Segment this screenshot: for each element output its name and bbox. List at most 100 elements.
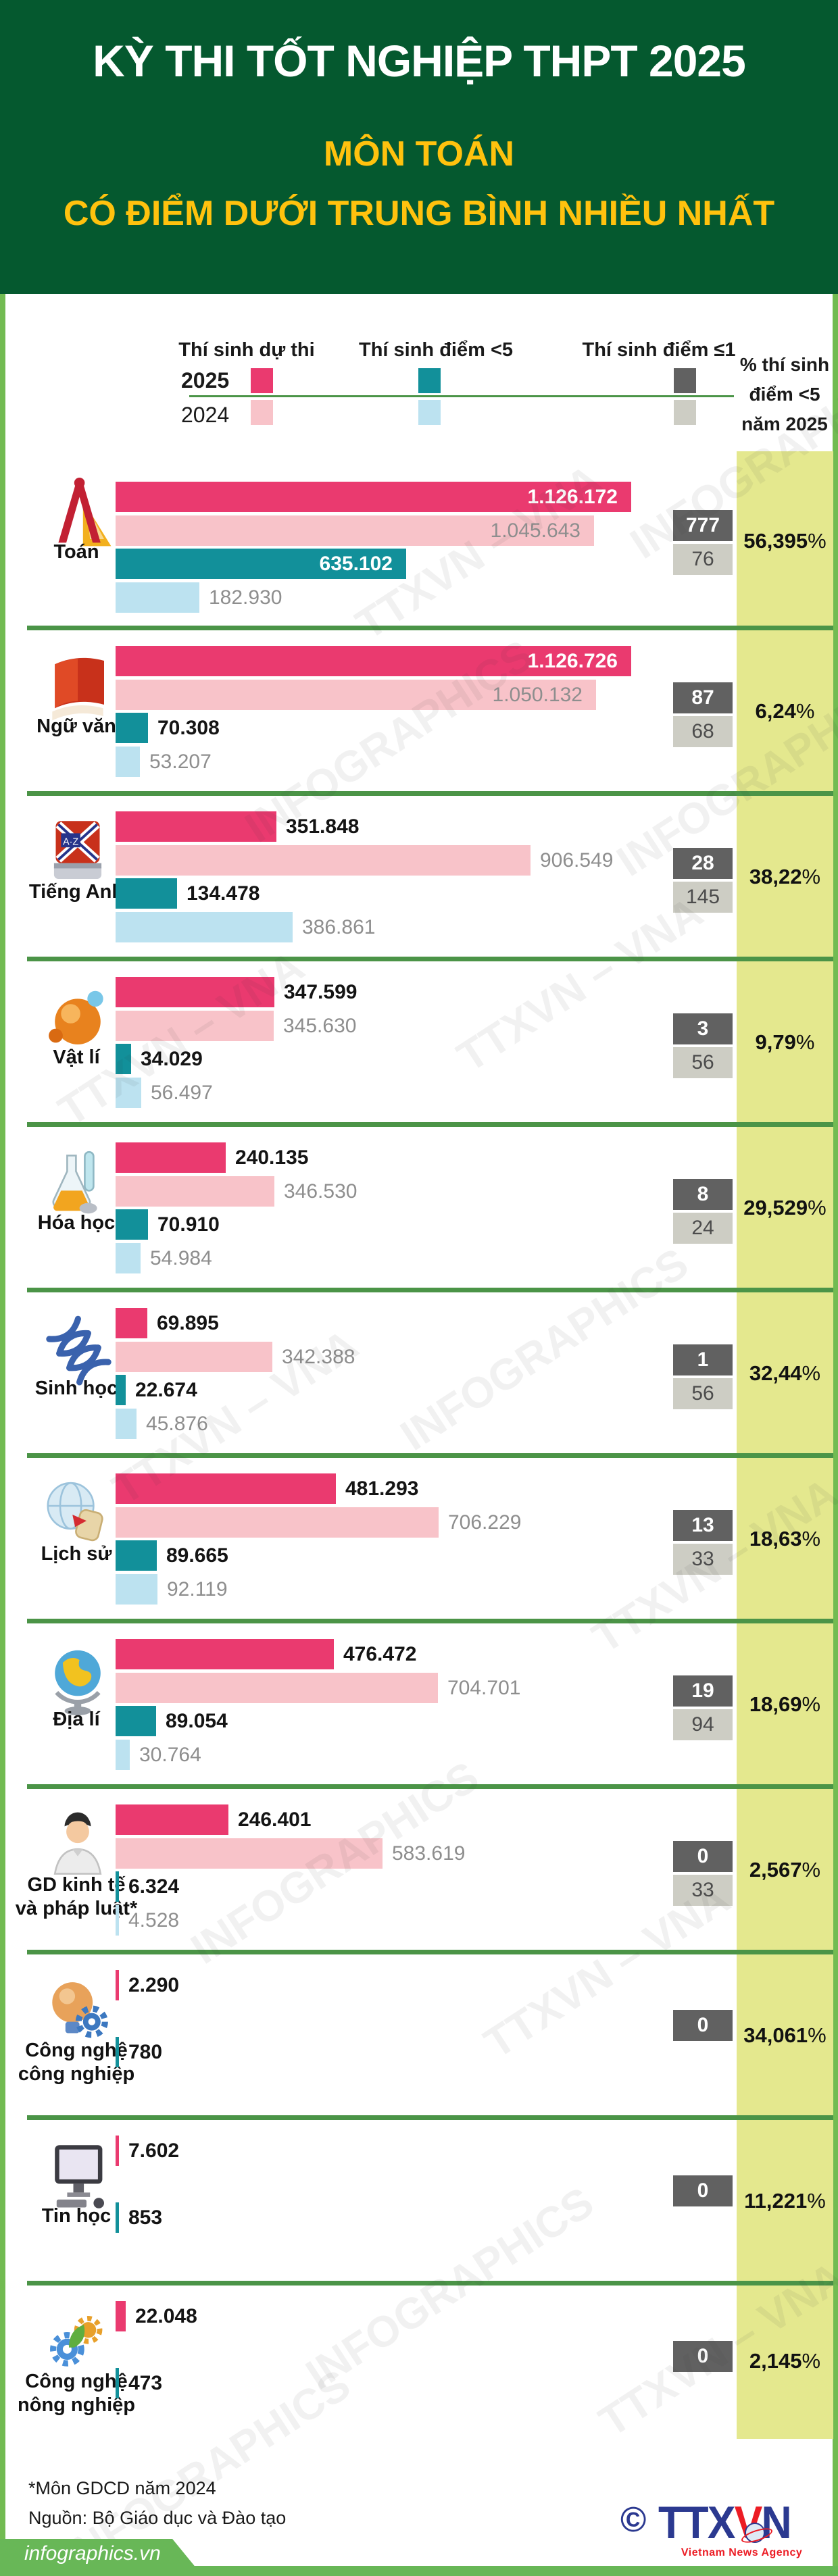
subject-row: Địa lí 476.472 704.701 89.054 30.764 19 94 18,6… xyxy=(0,1621,838,1787)
score-le1-2025-box: 87 xyxy=(673,682,733,713)
book-icon xyxy=(34,643,122,721)
gear-leaf-icon xyxy=(34,2298,122,2367)
score-le1-2025-box: 28 xyxy=(673,848,733,879)
subject-row: Sinh học 69.895 342.388 22.674 45.876 1 56 32,4… xyxy=(0,1290,838,1456)
legend-year-label: 2025 xyxy=(181,368,230,393)
bar-diem_duoi5_2025 xyxy=(116,1871,119,1902)
percent-below5-value: 6,24% xyxy=(755,699,815,723)
bar-diem_duoi5_2025 xyxy=(116,549,406,579)
bar-value-label: 56.497 xyxy=(151,1081,213,1104)
score-le1-2024-box: 56 xyxy=(673,1047,733,1078)
score-le1-2024-box: 33 xyxy=(673,1544,733,1575)
frame-right xyxy=(833,294,838,2576)
percent-header-line: % thí sinh xyxy=(739,354,830,375)
footnote: *Môn GDCD năm 2024 xyxy=(28,2478,216,2498)
ttxvn-logo: © TTXVN Vietnam News Agency xyxy=(620,2500,802,2559)
legend-swatch-2025 xyxy=(251,368,273,393)
subject-name: Vật lí xyxy=(53,1046,100,1068)
bar-value-label: 92.119 xyxy=(167,1577,228,1600)
globe-icon xyxy=(745,2523,766,2543)
subject-row: A·Z Tiếng Anh 351.848 906.549 134.478 386.861… xyxy=(0,794,838,959)
bar-value-label: 1.126.726 xyxy=(527,650,618,672)
header-banner: KỲ THI TỐT NGHIỆP THPT 2025 MÔN TOÁN CÓ … xyxy=(0,0,838,294)
bar-du_thi_2024 xyxy=(116,1010,274,1041)
bar-diem_duoi5_2025 xyxy=(116,1044,131,1074)
score-le1-2025-box: 0 xyxy=(673,1841,733,1872)
bar-value-label: 53.207 xyxy=(149,750,212,773)
bar-diem_duoi5_2024 xyxy=(116,1573,157,1605)
frame-left xyxy=(0,294,5,2576)
row-separator xyxy=(27,1950,833,1954)
row-separator xyxy=(27,1784,833,1789)
bar-value-label: 473 xyxy=(128,2372,163,2394)
score-le1-2024-box: 24 xyxy=(673,1213,733,1244)
score-le1-2024-box: 94 xyxy=(673,1709,733,1740)
bar-diem_duoi5_2025 xyxy=(116,2037,119,2067)
subject-name: Công nghệ công nghiệp xyxy=(18,2040,135,2085)
score-le1-2025-box: 13 xyxy=(673,1510,733,1541)
bar-diem_duoi5_2025 xyxy=(116,2368,119,2398)
subject-name: Địa lí xyxy=(53,1709,100,1730)
bar-value-label: 635.102 xyxy=(319,553,393,575)
bar-value-label: 246.401 xyxy=(238,1809,312,1831)
bar-value-label: 182.930 xyxy=(209,586,282,609)
bar-du_thi_2024 xyxy=(116,1838,383,1869)
bar-du_thi_2025 xyxy=(116,1308,147,1338)
page-subtitle-2: CÓ ĐIỂM DƯỚI TRUNG BÌNH NHIỀU NHẤT xyxy=(63,194,775,233)
bar-value-label: 583.619 xyxy=(392,1842,466,1865)
bar-value-label: 240.135 xyxy=(235,1146,309,1169)
score-le1-2025-box: 0 xyxy=(673,2175,733,2206)
score-le1-2025-box: 777 xyxy=(673,510,733,541)
bar-du_thi_2024 xyxy=(116,679,596,710)
bar-diem_duoi5_2024 xyxy=(116,1242,141,1273)
bar-value-label: 4.528 xyxy=(128,1909,180,1931)
globe-icon xyxy=(34,1636,122,1715)
score-le1-2025-box: 0 xyxy=(673,2341,733,2372)
row-separator xyxy=(27,2281,833,2285)
footer-bar xyxy=(0,2566,838,2576)
percent-header-line: năm 2025 xyxy=(741,413,828,434)
bar-value-label: 22.674 xyxy=(135,1379,197,1401)
website-label: infographics.vn xyxy=(24,2542,161,2565)
bar-diem_duoi5_2025 xyxy=(116,878,177,909)
subject-row: Tin học 7.602 853 0 11,221% xyxy=(0,2118,838,2283)
row-separator xyxy=(27,626,833,630)
bulb-gear-icon xyxy=(34,1967,122,2038)
score-le1-2024-box: 76 xyxy=(673,544,733,575)
score-le1-2024-box: 145 xyxy=(673,882,733,913)
bar-du_thi_2024 xyxy=(116,1507,439,1538)
legend-series-label: Thí sinh điểm ≤1 xyxy=(582,339,736,361)
subject-row: Vật lí 347.599 345.630 34.029 56.497 3 56 9,79% xyxy=(0,959,838,1125)
bar-diem_duoi5_2024 xyxy=(116,746,140,777)
bar-value-label: 54.984 xyxy=(150,1246,212,1269)
percent-header-line: điểm <5 xyxy=(749,384,820,405)
percent-below5-value: 34,061% xyxy=(743,2023,827,2047)
percent-column-background xyxy=(737,451,833,2439)
logo-text: TTXVN xyxy=(658,2497,792,2548)
bar-value-label: 1.126.172 xyxy=(527,486,618,508)
bar-du_thi_2025 xyxy=(116,482,631,512)
percent-below5-value: 11,221% xyxy=(744,2188,826,2213)
bar-du_thi_2025 xyxy=(116,811,276,842)
bar-diem_duoi5_2024 xyxy=(116,911,293,942)
subject-row: GD kinh tế và pháp luật* 246.401 583.619 6.3… xyxy=(0,1787,838,1952)
person-icon xyxy=(34,1802,122,1875)
score-le1-2024-box: 33 xyxy=(673,1875,733,1906)
row-separator xyxy=(27,2115,833,2120)
subject-name: Ngữ văn xyxy=(36,715,116,737)
bar-diem_duoi5_2025 xyxy=(116,1706,156,1736)
bar-du_thi_2025 xyxy=(116,1473,336,1504)
legend-year-label: 2024 xyxy=(181,403,230,427)
bar-value-label: 45.876 xyxy=(146,1412,208,1435)
legend-series-label: Thí sinh dự thi xyxy=(178,339,315,361)
percent-below5-value: 38,22% xyxy=(749,864,821,888)
bar-diem_duoi5_2024 xyxy=(116,1904,119,1936)
bar-value-label: 706.229 xyxy=(448,1511,522,1534)
copyright-icon: © xyxy=(620,2500,647,2540)
row-separator xyxy=(27,1453,833,1458)
row-separator xyxy=(27,957,833,961)
bar-value-label: 476.472 xyxy=(343,1643,417,1665)
bar-value-label: 34.029 xyxy=(141,1048,203,1070)
percent-below5-value: 2,145% xyxy=(749,2349,821,2373)
bar-value-label: 22.048 xyxy=(135,2305,197,2327)
